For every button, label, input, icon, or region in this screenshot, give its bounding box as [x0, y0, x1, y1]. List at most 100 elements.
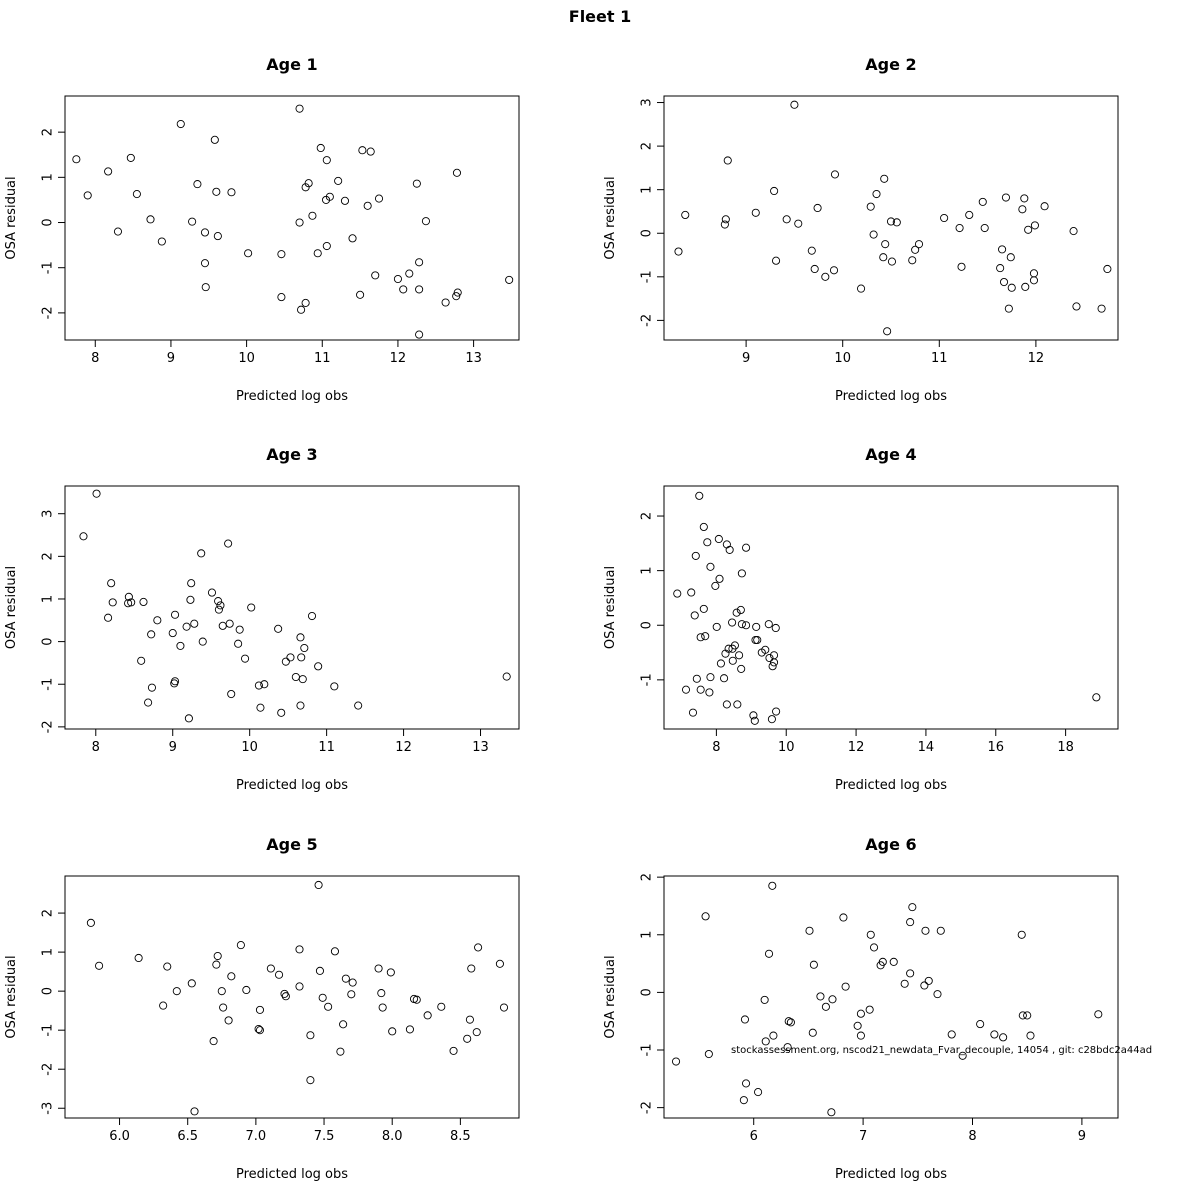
data-point	[291, 672, 300, 682]
data-point	[722, 540, 731, 549]
y-tick-label: 1	[41, 948, 56, 956]
data-point	[159, 1001, 168, 1010]
data-point	[1029, 269, 1039, 278]
data-point	[701, 912, 710, 921]
data-point	[224, 539, 233, 548]
plot-frame	[64, 485, 520, 730]
y-tick-label: -1	[640, 673, 655, 686]
data-point	[1072, 302, 1081, 311]
x-axis-label: Predicted log obs	[835, 389, 947, 404]
data-point	[218, 621, 227, 630]
x-axis: 8 9 10 11 12 13	[92, 728, 489, 755]
data-point	[399, 285, 408, 294]
data-point	[767, 715, 776, 724]
data-point	[295, 945, 304, 954]
data-point	[147, 683, 157, 692]
data-point	[325, 192, 334, 201]
data-point	[137, 656, 146, 665]
plot-frame	[663, 875, 1119, 1119]
data-point	[83, 191, 92, 200]
data-point	[124, 599, 133, 608]
data-point	[853, 1021, 862, 1030]
data-point	[906, 969, 915, 978]
x-tick-label: 8.0	[382, 1129, 403, 1144]
data-point	[336, 1047, 345, 1056]
data-point	[725, 545, 734, 554]
data-point	[770, 186, 779, 196]
x-tick-label: 9	[1078, 1129, 1086, 1144]
data-point	[768, 662, 777, 671]
data-point	[124, 592, 133, 601]
data-point	[754, 1088, 763, 1097]
data-point	[976, 1020, 985, 1029]
data-point	[722, 700, 731, 709]
data-point	[751, 635, 760, 645]
x-tick-label: 7	[859, 1129, 867, 1144]
x-axis: 6.0 6.5 7.0 7.5 8.0 8.5	[109, 1117, 471, 1144]
data-point	[201, 283, 210, 292]
data-point	[1103, 264, 1112, 274]
y-tick-label: 2	[640, 142, 655, 150]
y-tick-label: -3	[41, 1102, 56, 1115]
plot-frame	[64, 875, 520, 1119]
data-point	[236, 941, 245, 950]
x-tick-label: 6	[750, 1129, 758, 1144]
panel-age-5: Age 5 6.0 6.5 7.0 7.5 8.0 8.5 -3 -2 -1 0 1 2 Predicte…	[4, 835, 520, 1182]
panel-title: Age 6	[865, 835, 916, 854]
data-point	[821, 272, 830, 281]
data-point	[921, 926, 930, 935]
data-point	[108, 598, 117, 607]
data-point	[869, 230, 878, 239]
x-tick-label: 16	[987, 740, 1004, 755]
data-point	[1069, 227, 1078, 236]
y-tick-label: 1	[640, 931, 655, 939]
data-point	[733, 700, 742, 709]
data-point	[499, 1003, 509, 1012]
data-point	[318, 993, 327, 1002]
y-tick-label: 0	[41, 218, 56, 226]
data-point	[92, 489, 101, 498]
y-tick-label: 0	[640, 229, 655, 237]
panel-title: Age 1	[266, 55, 317, 74]
data-point	[978, 197, 987, 206]
y-tick-label: -1	[640, 270, 655, 283]
data-point	[728, 618, 737, 627]
data-point	[772, 707, 781, 716]
data-point	[911, 245, 920, 254]
data-point	[947, 1030, 956, 1039]
panel-title: Age 3	[266, 445, 317, 464]
data-point	[720, 674, 729, 683]
data-point	[809, 960, 818, 969]
data-point	[216, 601, 225, 610]
data-point	[197, 549, 206, 558]
y-tick-label: -2	[41, 1063, 56, 1076]
data-point	[374, 964, 383, 973]
y-tick-label: 2	[41, 909, 56, 917]
data-point	[453, 288, 462, 297]
data-point	[695, 491, 704, 500]
data-point	[322, 156, 331, 165]
data-point	[742, 621, 751, 630]
x-tick-label: 13	[465, 351, 482, 366]
data-point	[866, 930, 875, 939]
data-point	[467, 964, 476, 973]
data-point	[735, 651, 744, 660]
data-point	[784, 1017, 793, 1026]
data-point	[790, 100, 799, 109]
data-point	[213, 951, 222, 961]
y-tick-label: 3	[41, 510, 56, 518]
data-point	[79, 532, 88, 541]
y-tick-label: 1	[41, 173, 56, 181]
data-point	[219, 1003, 228, 1012]
data-point	[463, 1034, 472, 1043]
data-point	[705, 688, 714, 697]
x-axis: 9 10 11 12	[742, 339, 1044, 366]
data-point	[334, 176, 343, 185]
data-point	[306, 1076, 315, 1085]
data-point	[1092, 693, 1101, 702]
data-point	[437, 1002, 446, 1011]
data-point	[132, 190, 141, 199]
data-point	[188, 217, 197, 226]
data-point	[378, 1003, 387, 1012]
data-point	[996, 264, 1005, 273]
